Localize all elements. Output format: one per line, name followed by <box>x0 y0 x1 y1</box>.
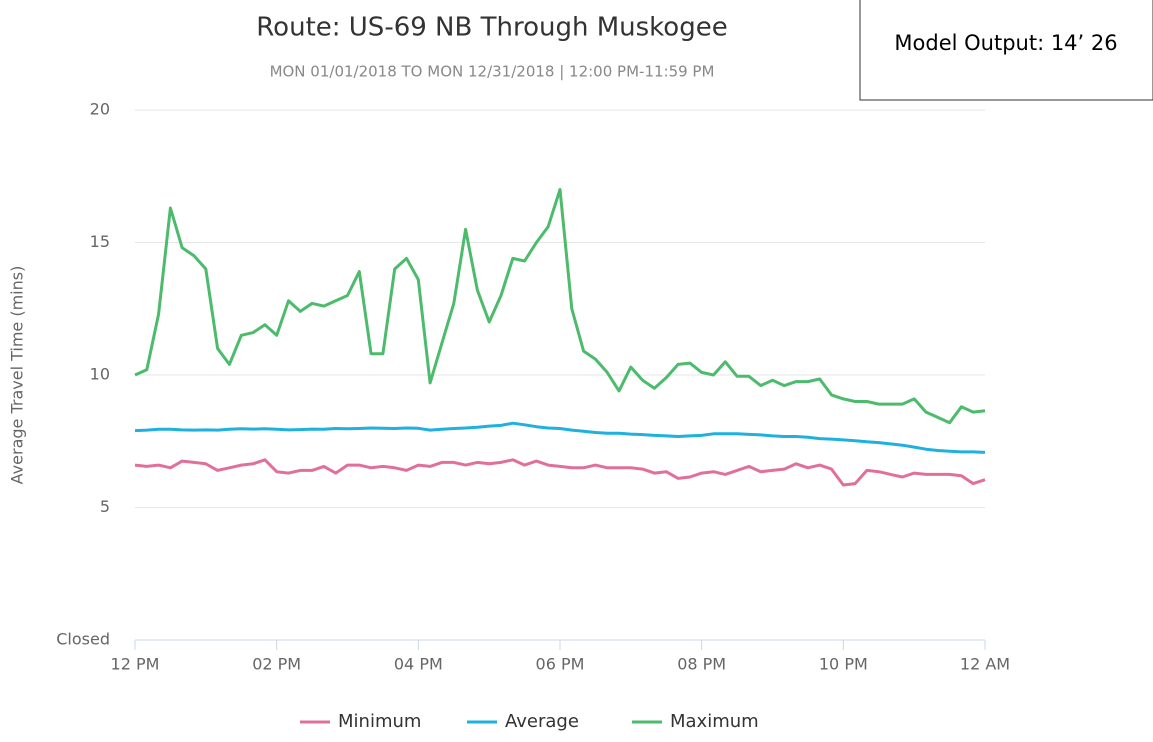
y-tick-label: 15 <box>90 232 110 251</box>
series-line <box>134 458 986 487</box>
chart-title: Route: US-69 NB Through Muskogee <box>256 13 727 43</box>
series-line <box>134 188 986 425</box>
y-tick-label: 10 <box>90 365 110 384</box>
x-tick-label: 02 PM <box>252 655 301 674</box>
y-axis-label: Average Travel Time (mins) <box>8 266 27 485</box>
annotation: Model Output: 14’ 26 <box>894 31 1117 55</box>
legend-label: Maximum <box>670 711 759 732</box>
x-tick-label: 12 PM <box>111 655 160 674</box>
x-tick-label: 10 PM <box>819 655 868 674</box>
x-tick-label: 08 PM <box>677 655 726 674</box>
x-tick-label: 12 AM <box>960 655 1010 674</box>
annotation-box <box>859 0 1153 101</box>
chart-subtitle: MON 01/01/2018 TO MON 12/31/2018 | 12:00… <box>270 63 715 81</box>
legend-label: Average <box>505 711 579 732</box>
x-tick-label: 04 PM <box>394 655 443 674</box>
legend-label: Minimum <box>338 711 421 732</box>
series-line <box>134 421 986 454</box>
y-tick-label: Closed <box>56 630 110 649</box>
x-tick-label: 06 PM <box>536 655 585 674</box>
y-tick-label: 20 <box>90 100 110 119</box>
y-tick-label: 5 <box>100 497 110 516</box>
